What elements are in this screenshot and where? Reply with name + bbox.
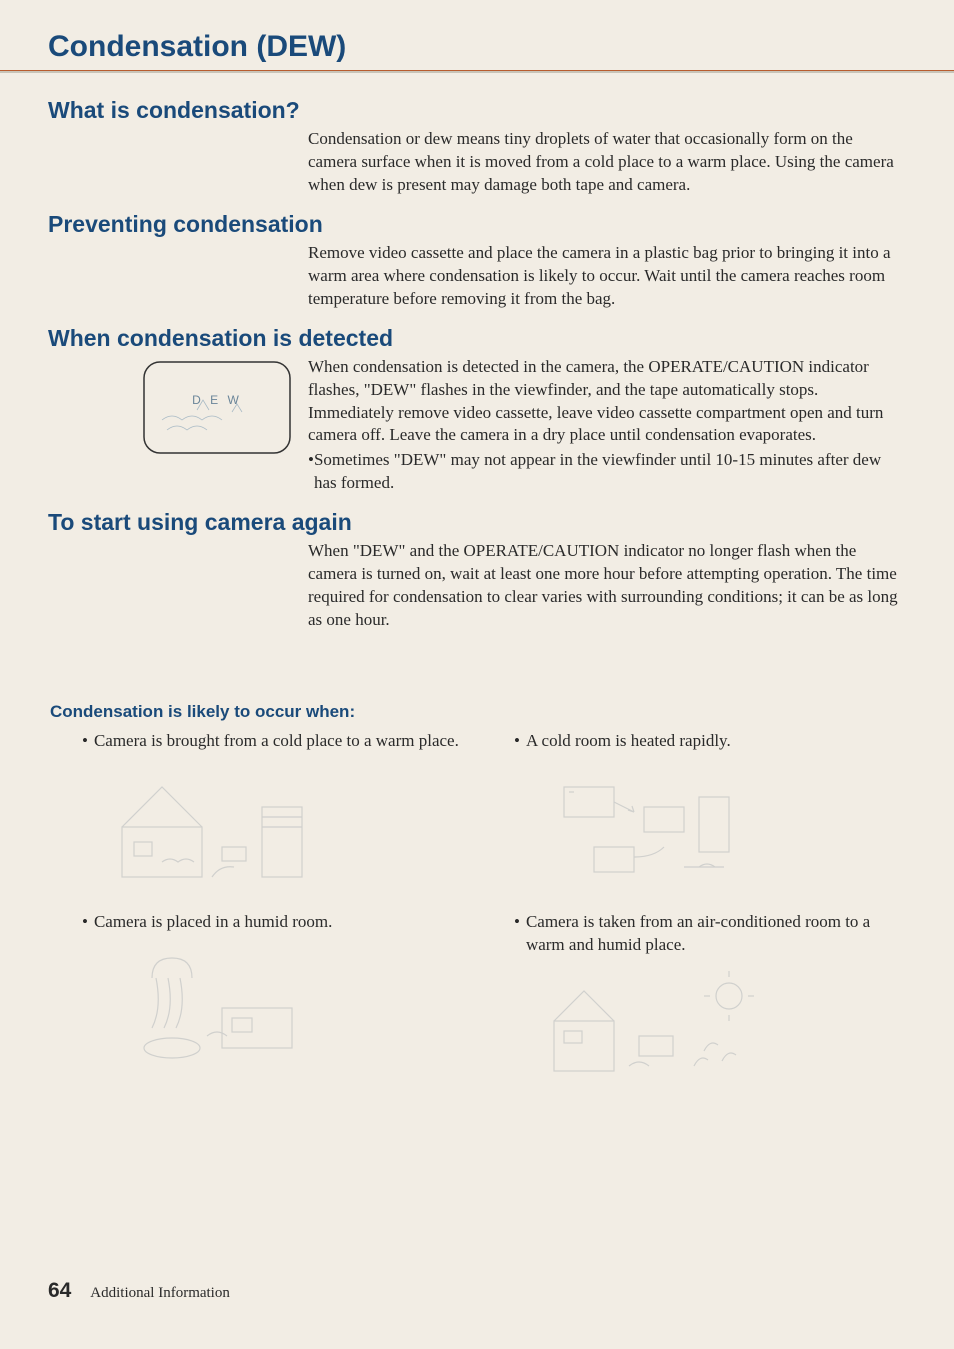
scenario-humid-room: • Camera is placed in a humid room. [82,911,474,1068]
scenario-text-aircon: Camera is taken from an air-conditioned … [526,911,906,957]
title-divider [0,70,954,73]
section-what: What is condensation? Condensation or de… [48,97,906,197]
illustration-humid-room [112,948,322,1068]
section-restart: To start using camera again When "DEW" a… [48,509,906,632]
section-detected: When condensation is detected D E W When… [48,325,906,496]
viewfinder-illustration: D E W [142,360,292,455]
page-footer: 64 Additional Information [48,1279,230,1303]
footer-section-name: Additional Information [90,1285,230,1301]
page-number: 64 [48,1279,71,1302]
heading-restart: To start using camera again [48,509,906,536]
scenarios-grid: • Camera is brought from a cold place to… [82,730,906,1115]
body-what: Condensation or dew means tiny droplets … [308,128,906,197]
body-detected: When condensation is detected in the cam… [308,356,906,448]
scenario-text-heated-rapidly: A cold room is heated rapidly. [526,730,731,753]
bullet-dot-icon: • [514,730,520,753]
scenario-aircon: • Camera is taken from an air-conditione… [514,911,906,1091]
scenario-cold-to-warm: • Camera is brought from a cold place to… [82,730,474,887]
scenario-text-humid-room: Camera is placed in a humid room. [94,911,332,934]
heading-detected: When condensation is detected [48,325,906,352]
illustration-cold-to-warm [112,767,322,887]
scenario-heated-rapidly: • A cold room is heated rapidly. [514,730,906,887]
body-preventing: Remove video cassette and place the came… [308,242,906,311]
bullet-dot-icon: • [82,911,88,934]
bullet-detected-text: Sometimes "DEW" may not appear in the vi… [314,449,906,495]
section-preventing: Preventing condensation Remove video cas… [48,211,906,311]
scenarios-col-left: • Camera is brought from a cold place to… [82,730,474,1115]
page-title: Condensation (DEW) [48,30,906,64]
bullet-detected: • Sometimes "DEW" may not appear in the … [308,449,906,495]
viewfinder-dew-label: D E W [192,393,242,407]
bullet-dot-icon: • [514,911,520,957]
bullet-dot-icon: • [82,730,88,753]
heading-preventing: Preventing condensation [48,211,906,238]
illustration-heated-rapidly [544,767,754,887]
body-restart: When "DEW" and the OPERATE/CAUTION indic… [308,540,906,632]
scenario-text-cold-to-warm: Camera is brought from a cold place to a… [94,730,459,753]
heading-what: What is condensation? [48,97,906,124]
scenarios-heading: Condensation is likely to occur when: [50,702,906,722]
illustration-aircon [544,971,754,1091]
scenarios-col-right: • A cold room is heated rapidly. [514,730,906,1115]
